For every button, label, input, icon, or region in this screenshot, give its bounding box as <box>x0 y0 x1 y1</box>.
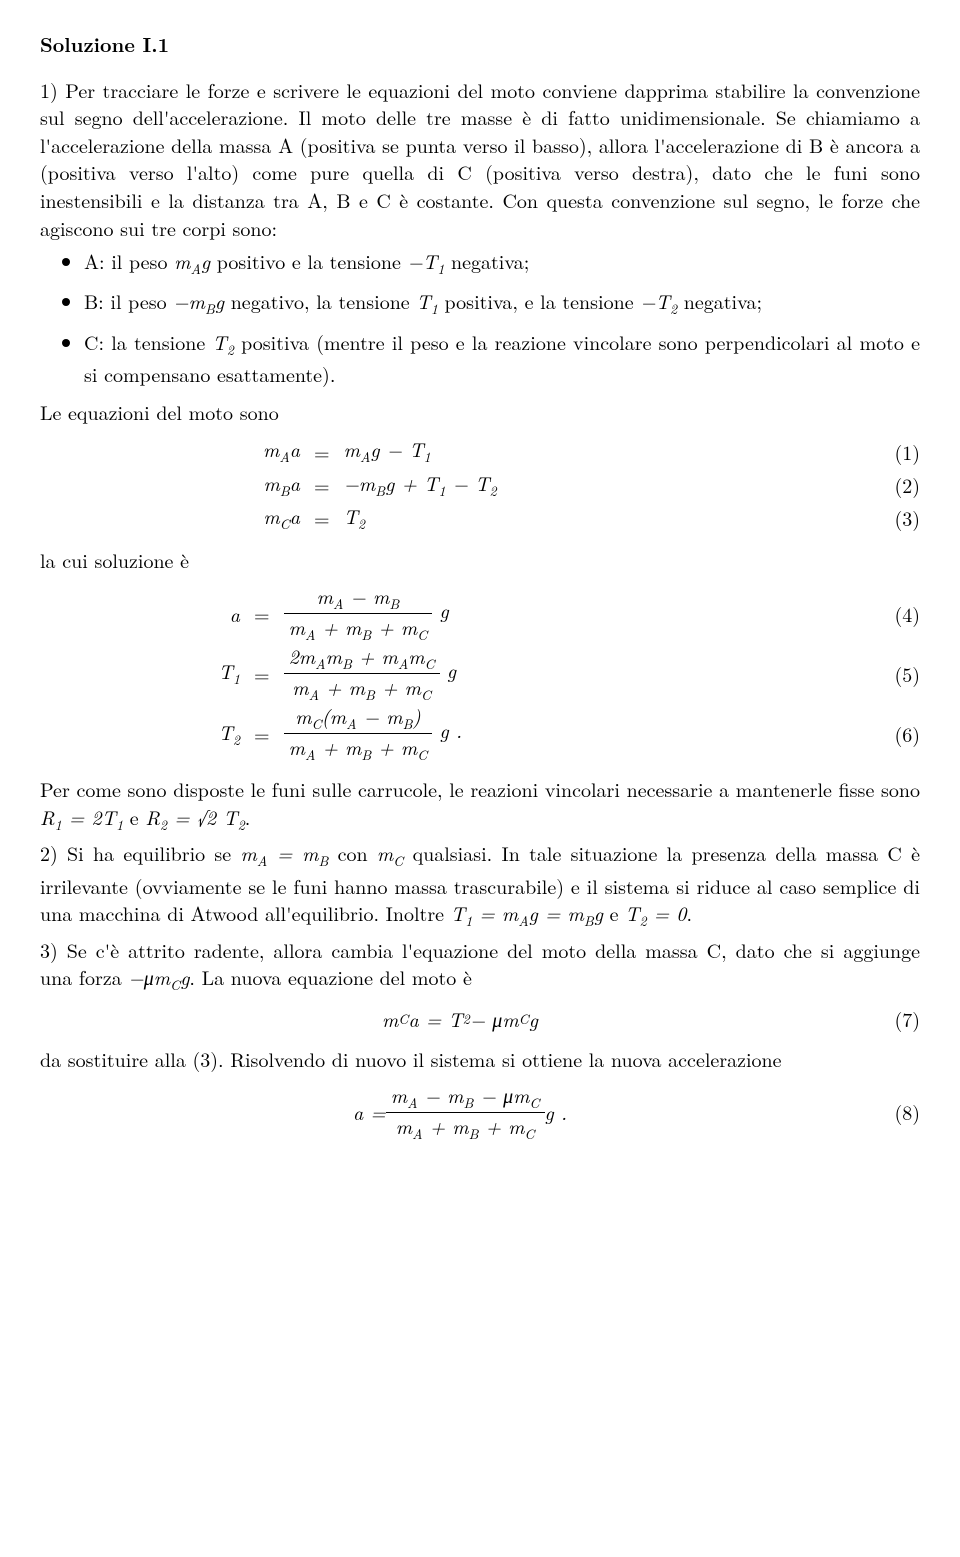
eq-intro: Le equazioni del moto sono <box>40 398 920 426</box>
text: negativa; <box>444 246 529 275</box>
paragraph-1: 1) Per tracciare le forze e scrivere le … <box>40 76 920 242</box>
paragraph-2: 2) Si ha equilibrio se mA = mB con mC qu… <box>40 839 920 931</box>
eq-number: (6) <box>880 720 920 748</box>
paragraph-reactions: Per come sono disposte le funi sulle car… <box>40 775 920 835</box>
text: C: la tensione <box>84 327 212 356</box>
text: B: il peso <box>84 286 173 315</box>
list-item: B: il peso −mBg negativo, la tensione T1… <box>84 287 920 319</box>
force-list: A: il peso mAg positivo e la tensione −T… <box>40 247 920 388</box>
text: negativa; <box>677 286 762 315</box>
eq-number: (2) <box>880 471 920 499</box>
text: A: il peso <box>84 246 174 275</box>
eq-number: (3) <box>880 504 920 532</box>
equations-solution: a = mA − mB mA + mB + mC g (4) T1 = 2mAm… <box>40 584 920 764</box>
eq-number: (5) <box>880 660 920 688</box>
paragraph-4: da sostituire alla (3). Risolvendo di nu… <box>40 1045 920 1073</box>
text: positiva, e la tensione <box>438 286 640 315</box>
eq-number: (1) <box>880 438 920 466</box>
paragraph-3: 3) Se c'è attrito radente, allora cambia… <box>40 936 920 996</box>
equation-new-accel: a = mA − mB − μmC mA + mB + mC g . (8) <box>40 1083 920 1142</box>
text: negativo, la tensione <box>224 286 416 315</box>
equation-friction: mCa = T2 − μmCg (7) <box>40 1005 920 1033</box>
equations-motion: mAa = mAg − T1 (1) mBa = −mBg + T1 − T2 … <box>40 435 920 534</box>
eq-number: (4) <box>880 600 920 628</box>
eq-number: (8) <box>880 1098 920 1126</box>
text: positivo e la tensione <box>210 246 407 275</box>
list-item: A: il peso mAg positivo e la tensione −T… <box>84 247 920 279</box>
solution-intro: la cui soluzione è <box>40 546 920 574</box>
eq-number: (7) <box>880 1005 920 1033</box>
solution-title: Soluzione I.1 <box>40 30 920 58</box>
list-item: C: la tensione T2 positiva (mentre il pe… <box>84 328 920 388</box>
